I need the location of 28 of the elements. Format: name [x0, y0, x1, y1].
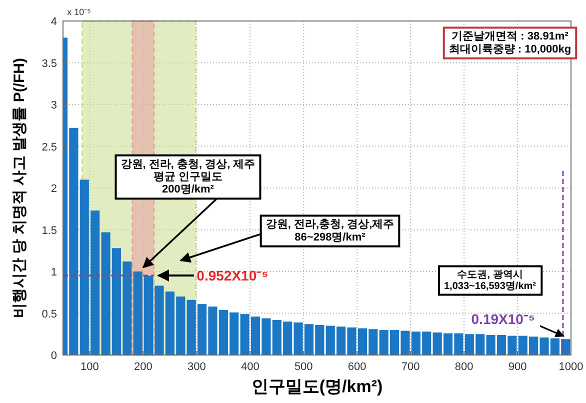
x-tick-label: 300 [188, 361, 206, 373]
annotation: 기준날개면적 : 38.91m² 최대이륙중량 : 10,000kg [448, 30, 572, 56]
x-tick-label: 800 [454, 361, 474, 373]
x-tick-label: 900 [508, 361, 527, 373]
x-tick-label: 600 [348, 361, 366, 373]
y-tick-label: 0.5 [42, 308, 57, 320]
x-axis-title: 인구밀도(명/km²) [251, 377, 383, 396]
annotation: 강원, 전라, 충청, 경상, 제주 평균 인구밀도 200명/km² [120, 158, 256, 196]
y-tick-label: 2.5 [42, 141, 57, 154]
y-tick-label: 1.5 [42, 224, 57, 237]
y-axis-title: 비행시간 당 치명적 사고 발생률 P(/FH) [11, 58, 28, 318]
x-tick-label: 500 [294, 361, 313, 373]
x-tick-label: 200 [134, 361, 152, 373]
y-tick-label: 2 [50, 183, 57, 195]
x-tick-label: 100 [80, 361, 99, 373]
text: x 10⁻⁵ [67, 7, 92, 17]
y-tick-label: 0 [50, 350, 57, 362]
annotation: 0.19X10⁻⁵ [471, 311, 535, 327]
y-tick-label: 3 [50, 100, 57, 112]
x-tick-label: 1000 [558, 361, 584, 373]
y-tick-label: 1 [50, 266, 57, 278]
x-tick-label: 400 [240, 361, 260, 373]
y-tick-label: 3.5 [42, 58, 57, 70]
annotation: 수도권, 광역시 1,033~16,593명/km² [444, 269, 537, 292]
ref-line-label: 0.952X10⁻⁵ [196, 268, 268, 284]
x-tick-label: 700 [401, 361, 420, 373]
y-tick-label: 4 [50, 16, 57, 28]
annotation: 강원, 전라,충청, 경상,제주 86~298명/km² [266, 218, 394, 244]
